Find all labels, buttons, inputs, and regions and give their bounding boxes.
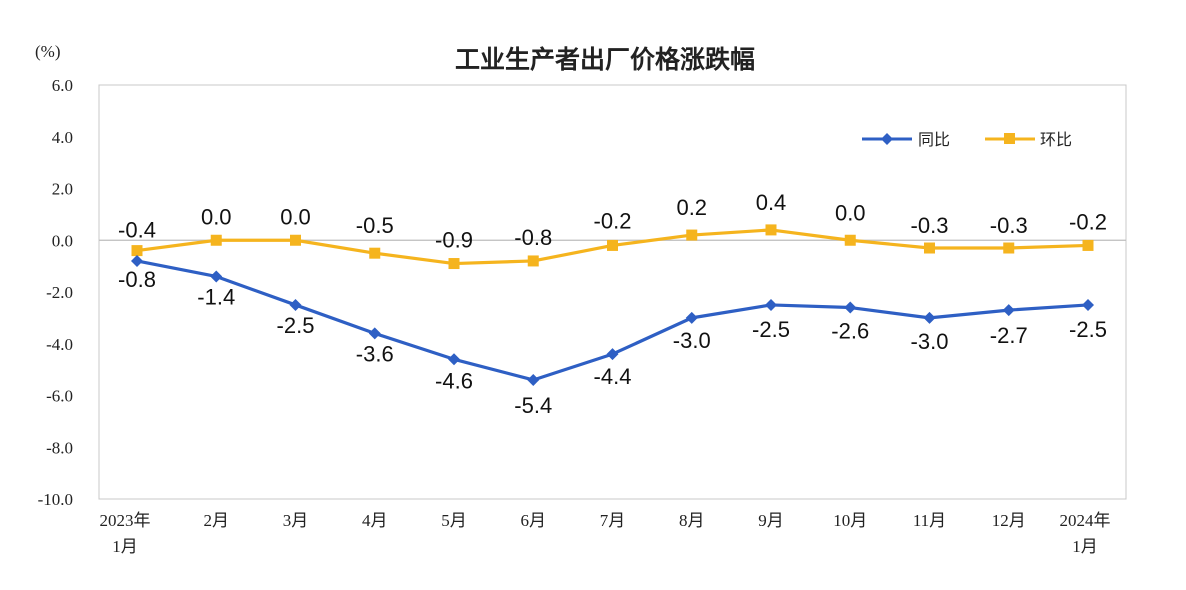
y-tick-label: -8.0: [46, 438, 73, 457]
data-label-huanbi: 0.0: [201, 204, 232, 229]
series-marker-huanbi: [131, 245, 143, 257]
data-label-tongbi: -2.5: [752, 317, 790, 342]
chart-title: 工业生产者出厂价格涨跌幅: [455, 45, 755, 74]
data-label-huanbi: 0.4: [756, 190, 787, 215]
series-marker-huanbi: [1003, 242, 1015, 254]
series-marker-tongbi: [131, 254, 143, 267]
x-tick-label: 6月: [521, 511, 547, 530]
data-label-tongbi: -3.6: [356, 341, 394, 366]
series-marker-tongbi: [844, 301, 857, 314]
series-marker-tongbi: [368, 327, 381, 340]
series-marker-tongbi: [923, 311, 936, 324]
series-group: -0.8 -1.4 -2.5 -3.6 -4.6 -5.4 -4.4 -3.0 -2.5 -2.6…: [118, 190, 1107, 418]
series-marker-huanbi: [210, 234, 222, 246]
data-label-huanbi: -0.3: [911, 213, 949, 238]
x-tick-label: 1月: [1072, 537, 1098, 556]
series-marker-tongbi: [210, 270, 223, 283]
series-marker-huanbi: [607, 239, 618, 251]
series-marker-tongbi: [1002, 304, 1015, 317]
series-marker-huanbi: [290, 234, 301, 246]
data-label-huanbi: -0.9: [435, 228, 473, 253]
series-marker-huanbi: [527, 255, 539, 267]
data-label-tongbi: -5.4: [514, 393, 552, 418]
y-tick-label: -4.0: [46, 335, 73, 354]
legend: 同比 环比: [862, 130, 1072, 149]
x-tick-label: 2023年: [100, 511, 151, 530]
data-label-tongbi: -2.6: [831, 319, 869, 344]
x-tick-label: 1月: [112, 537, 138, 556]
data-label-tongbi: -2.5: [1069, 317, 1107, 342]
series-marker-tongbi: [606, 348, 619, 361]
data-label-huanbi: -0.4: [118, 218, 156, 243]
legend-label-huanbi: 环比: [1040, 130, 1072, 149]
x-tick-label: 5月: [441, 511, 467, 530]
data-label-huanbi: -0.2: [594, 208, 632, 233]
series-marker-tongbi: [527, 373, 540, 386]
y-ticks: 6.0 4.0 2.0 0.0 -2.0 -4.0 -6.0 -8.0 -10.0: [38, 76, 73, 509]
series-marker-tongbi: [289, 298, 302, 311]
x-tick-label: 8月: [679, 511, 705, 530]
plot-area: [98, 84, 1127, 500]
y-tick-label: 4.0: [52, 128, 73, 147]
x-tick-label: 2月: [204, 511, 230, 530]
series-marker-huanbi: [686, 229, 698, 241]
y-tick-label: 0.0: [52, 231, 73, 250]
y-tick-label: 2.0: [52, 180, 73, 199]
series-marker-huanbi: [448, 258, 460, 270]
x-tick-label: 2024年: [1060, 511, 1111, 530]
data-label-tongbi: -4.6: [435, 368, 473, 393]
legend-marker-tongbi: [881, 133, 893, 145]
y-tick-label: 6.0: [52, 76, 73, 95]
x-tick-label: 7月: [600, 511, 626, 530]
x-tick-label: 11月: [913, 511, 946, 530]
data-label-huanbi: -0.5: [356, 213, 394, 238]
x-tick-label: 10月: [833, 511, 867, 530]
series-marker-huanbi: [844, 234, 856, 246]
legend-label-tongbi: 同比: [918, 130, 950, 149]
legend-marker-huanbi: [1004, 133, 1015, 144]
x-ticks: 2023年 1月 2月 3月 4月 5月 6月 7月 8月 9月 10月 11月 12月 2024年 1月: [100, 511, 1111, 556]
series-marker-huanbi: [369, 247, 381, 259]
x-tick-label: 4月: [362, 511, 388, 530]
data-label-tongbi: -0.8: [118, 267, 156, 292]
data-label-huanbi: 0.0: [835, 200, 866, 225]
data-label-tongbi: -2.5: [277, 313, 315, 338]
data-label-huanbi: -0.3: [990, 213, 1028, 238]
x-tick-label: 12月: [992, 511, 1026, 530]
data-label-huanbi: -0.8: [514, 225, 552, 250]
data-label-huanbi: 0.2: [676, 195, 707, 220]
data-label-tongbi: -4.4: [594, 364, 632, 389]
data-label-tongbi: -3.0: [673, 328, 711, 353]
data-label-huanbi: 0.0: [280, 204, 311, 229]
y-tick-label: -2.0: [46, 283, 73, 302]
data-label-tongbi: -1.4: [197, 284, 235, 309]
x-tick-label: 9月: [758, 511, 784, 530]
data-label-tongbi: -2.7: [990, 323, 1028, 348]
series-marker-tongbi: [448, 353, 460, 366]
series-marker-huanbi: [765, 224, 777, 236]
data-label-huanbi: -0.2: [1069, 209, 1107, 234]
y-tick-label: -10.0: [38, 490, 73, 509]
series-marker-tongbi: [765, 298, 777, 311]
data-label-tongbi: -3.0: [911, 329, 949, 354]
series-marker-huanbi: [924, 242, 935, 254]
x-tick-label: 3月: [283, 511, 309, 530]
y-tick-label: -6.0: [46, 387, 73, 406]
series-marker-tongbi: [685, 311, 698, 324]
series-marker-tongbi: [1082, 298, 1094, 311]
y-axis-unit: (%): [35, 42, 60, 61]
series-marker-huanbi: [1082, 239, 1094, 251]
